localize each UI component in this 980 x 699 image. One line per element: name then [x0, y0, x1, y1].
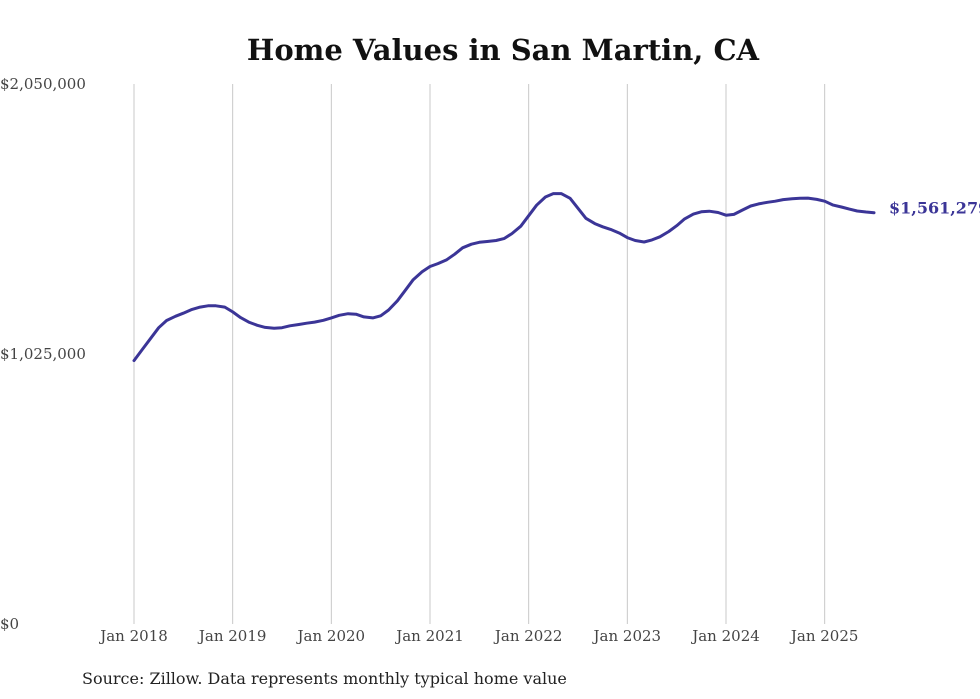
y-tick-label: $0 — [0, 615, 19, 633]
y-tick-label: $1,025,000 — [0, 345, 86, 363]
x-tick-label: Jan 2019 — [197, 627, 267, 645]
source-note: Source: Zillow. Data represents monthly … — [82, 669, 567, 688]
x-tick-label: Jan 2020 — [296, 627, 366, 645]
x-axis-labels: Jan 2018 Jan 2019 Jan 2020 Jan 2021 Jan 2022… — [98, 627, 858, 645]
end-value-label: $1,561,279 — [889, 199, 980, 218]
y-axis-labels: $0 $1,025,000 $2,050,000 — [0, 75, 86, 633]
gridlines — [133, 84, 826, 624]
series-line — [132, 192, 876, 363]
x-tick-label: Jan 2022 — [493, 627, 563, 645]
y-tick-label: $2,050,000 — [0, 75, 86, 93]
series-group — [132, 192, 876, 363]
x-tick-label: Jan 2018 — [98, 627, 168, 645]
x-tick-label: Jan 2023 — [592, 627, 662, 645]
x-tick-label: Jan 2021 — [394, 627, 464, 645]
x-tick-label: Jan 2024 — [690, 627, 760, 645]
chart-title: Home Values in San Martin, CA — [247, 33, 760, 67]
x-tick-label: Jan 2025 — [789, 627, 859, 645]
